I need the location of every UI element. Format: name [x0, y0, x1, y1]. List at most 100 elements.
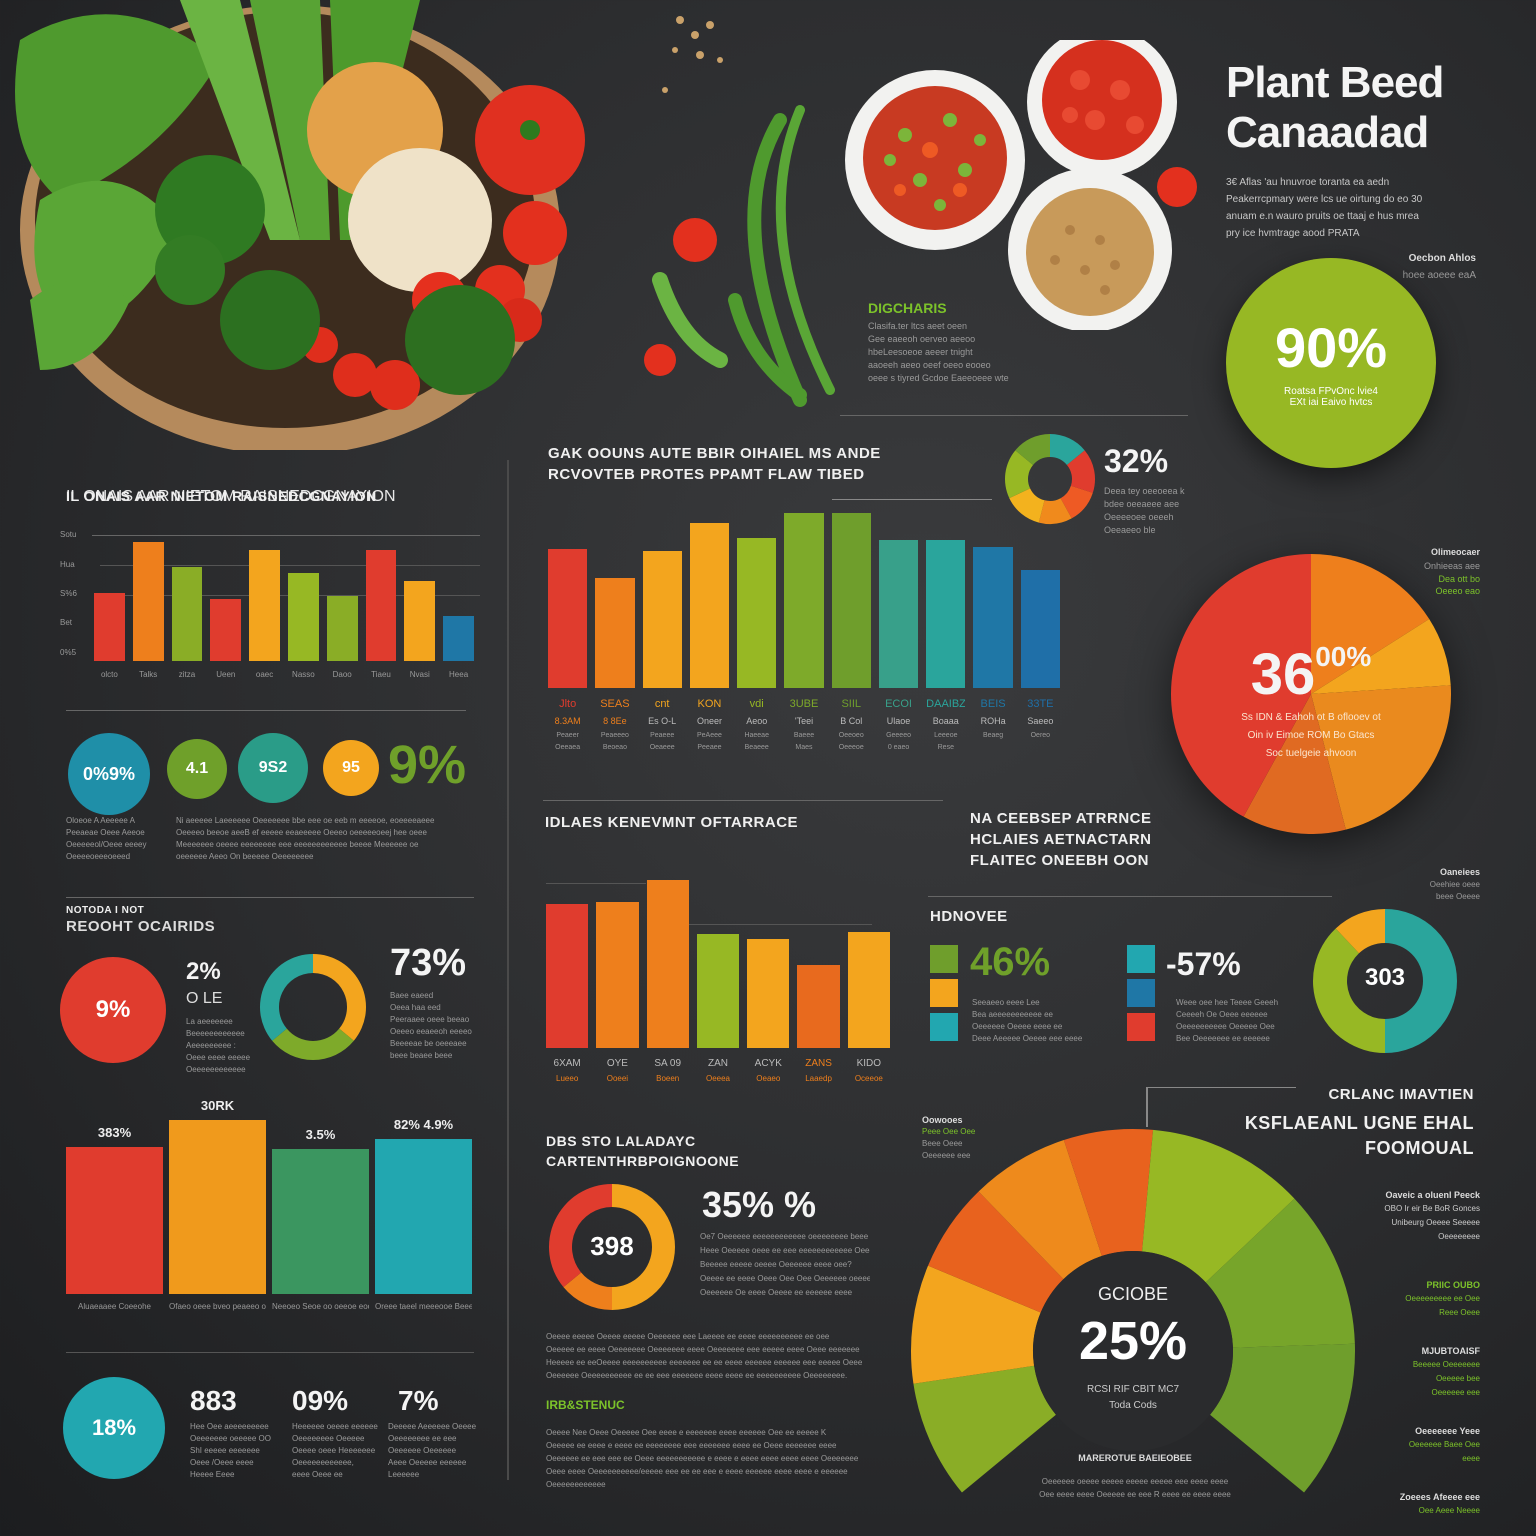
x-label: cnt: [654, 698, 670, 710]
gauge-left-note: Oowooes Peee Oee Oee Beee Oeee Oeeeeee e…: [922, 1115, 976, 1160]
slice: [1385, 909, 1457, 1053]
pie-36-side-note: Olimeocaer Onhieeas aee Dea ott bo Oeeeo…: [1423, 547, 1480, 596]
x-label: Saeeo: [1027, 716, 1054, 726]
donut-303-side-note: Oaneiees Oeehiee oeee beee Oeeee: [1429, 867, 1480, 901]
hdnovee-value-2: -57%: [1166, 946, 1241, 982]
x-label: Jlto: [559, 698, 577, 710]
chart-center-top-heading: GAK OOUNS AUTE BBIR OIHAIEL MS ANDE RCVO…: [548, 445, 881, 483]
pointer-line: [832, 499, 992, 500]
center-bottom-paragraph-2: Oeeee Nee Oeee Oeeeee Oee eeee e eeeeeee…: [546, 1428, 859, 1489]
gauge-caption: RCSI RIF CBIT MC7 Toda Cods: [1086, 1384, 1180, 1411]
gauge-segment: [928, 1191, 1064, 1313]
gauge-value: 25%: [1078, 1311, 1188, 1371]
red-stat-circle: 9%: [60, 957, 166, 1063]
slice: [1313, 928, 1385, 1053]
slice: [1171, 554, 1311, 817]
x-label: ACYK: [754, 1058, 782, 1069]
x-label: Oeaeo: [756, 1074, 781, 1083]
two-percent-sub: O LE: [186, 990, 223, 1007]
x-label: 8 8Ee: [603, 716, 627, 726]
legend-swatch: [1127, 979, 1155, 1007]
gridline: [100, 565, 480, 566]
chart-left-top-title: IL ONAIS AAR NIETOM RAISNEDCGNAYION: [66, 488, 396, 505]
pie-36-caption: Ss IDN & Eahoh ot B oflooev ot Oin iv Ei…: [1241, 712, 1381, 759]
slice: [1050, 434, 1085, 465]
stat-circle-2: 4.1: [167, 739, 227, 799]
x-labels: Aluaeaaee Coeeohe Ofaeo oeee bveo peaeeo …: [66, 1302, 472, 1332]
x-label: Beaeg: [982, 732, 1004, 739]
ytick: 0%5: [60, 648, 77, 657]
slice: [272, 1028, 354, 1060]
gridline: [666, 924, 872, 925]
bar: [546, 903, 589, 1048]
pointer-line: [1146, 1087, 1296, 1088]
x-label: zitza: [178, 670, 196, 679]
x-label: SIIL: [841, 698, 862, 710]
x-label: Aluaeaaee Coeeohe: [78, 1302, 151, 1311]
x-label: B Col: [840, 716, 863, 726]
gauge-25: GCIOBE 25% RCSI RIF CBIT MC7 Toda Cods: [908, 1126, 1358, 1506]
x-labels: 6XAM OYE SA 09 ZAN ACYK ZANS KIDO Lueeo Ooeei Boe…: [546, 1058, 890, 1092]
bar: [548, 548, 588, 688]
recent-kicker: NOTODA I NOT: [66, 905, 145, 916]
stats-left-notes: Oloeoe A Aeeeee A Peeaeae Oeee Aeeoe Oee…: [66, 816, 147, 861]
x-label: Boaaa: [932, 716, 959, 726]
title-block: Plant Beed Canaadad 3€ Aflas 'au hnuvroe…: [1226, 58, 1526, 284]
recent-title: REOOHT OCAIRIDS: [66, 918, 216, 935]
chart-center-mid: [546, 879, 896, 1048]
bar: [747, 938, 790, 1048]
x-label: Talks: [139, 670, 158, 679]
bar-value-label: 82% 4.9%: [393, 1117, 454, 1133]
gauge-bottom-note: MAREROTUE BAEIEOBEE Oeeeeee oeeee eeeee …: [1039, 1453, 1231, 1499]
x-label: Ueen: [216, 670, 236, 679]
x-label: ROHa: [980, 716, 1006, 726]
bar: [272, 1148, 369, 1294]
bar: [169, 1119, 266, 1294]
x-label: KIDO: [856, 1058, 882, 1069]
slice: [1311, 685, 1451, 830]
x-label: BEIS: [980, 698, 1006, 710]
x-label: Boeen: [656, 1074, 680, 1083]
legend-swatch: [930, 979, 958, 1007]
stat-circle-90: 90% Roatsa FPvOnc lvie4 EXt iai Eaivo hv…: [1226, 258, 1436, 468]
gauge-note: MJUBTOAISF Beeeee Oeeeeeee Oeeeee bee Oeeee…: [1412, 1346, 1480, 1397]
legend-swatch: [1127, 945, 1155, 973]
center-bottom-value: 35% %: [702, 1184, 817, 1225]
gauge-note: PRIIC OUBO Oeeeeeeeee ee Oee Reee Oeee: [1405, 1280, 1480, 1317]
bar: [642, 550, 682, 688]
x-label: Oeeea: [705, 1074, 730, 1083]
bar: [443, 616, 474, 661]
x-label: Oeeeoe: [838, 744, 864, 751]
bar: [784, 512, 824, 688]
x-label: Haeeae: [744, 732, 769, 739]
x-label: Peaeer: [556, 732, 579, 739]
x-label: Ulaoe: [886, 716, 911, 726]
pie-36: 3600% Ss IDN & Eahoh ot B oflooev ot Oin…: [1170, 553, 1452, 835]
x-label: Laaedp: [805, 1074, 832, 1083]
pie-36-value: 36: [1250, 642, 1316, 707]
x-label: PeAeee: [696, 732, 722, 739]
bar-value-label: 30RK: [200, 1097, 235, 1113]
bar: [1020, 569, 1060, 688]
x-label: oaec: [255, 670, 274, 679]
x-label: Beaeee: [744, 744, 769, 751]
x-label: 33TE: [1027, 698, 1054, 710]
rhs-heading: NA CEEBSEP ATRRNCE HCLAIES AETNACTARN FL…: [970, 810, 1152, 869]
x-label: Lueeo: [556, 1074, 579, 1083]
gauge-segment: [911, 1265, 1041, 1384]
hdnovee-value-1: 46%: [970, 940, 1051, 984]
x-label: ECOI: [885, 698, 912, 710]
x-label: Oeaeee: [649, 744, 675, 751]
x-label: Baeee: [793, 732, 815, 739]
chart-left-bottom: 383% 30RK 3.5% 82% 4.9% Aluaeaaee Coeeohe Of…: [66, 1098, 476, 1338]
digcharis-block: DIGCHARIS Clasifa.ter ltcs aeet oeen Gee…: [868, 300, 1048, 385]
slice: [1015, 434, 1050, 465]
hdnovee-title: HDNOVEE: [930, 908, 1008, 925]
divider: [66, 1352, 474, 1353]
x-label: Oneer: [696, 716, 722, 726]
slice: [1060, 485, 1093, 519]
bar: [595, 578, 635, 688]
slice: [1243, 694, 1346, 834]
ytick: Hua: [60, 560, 75, 569]
legend-swatch: [930, 1013, 958, 1041]
